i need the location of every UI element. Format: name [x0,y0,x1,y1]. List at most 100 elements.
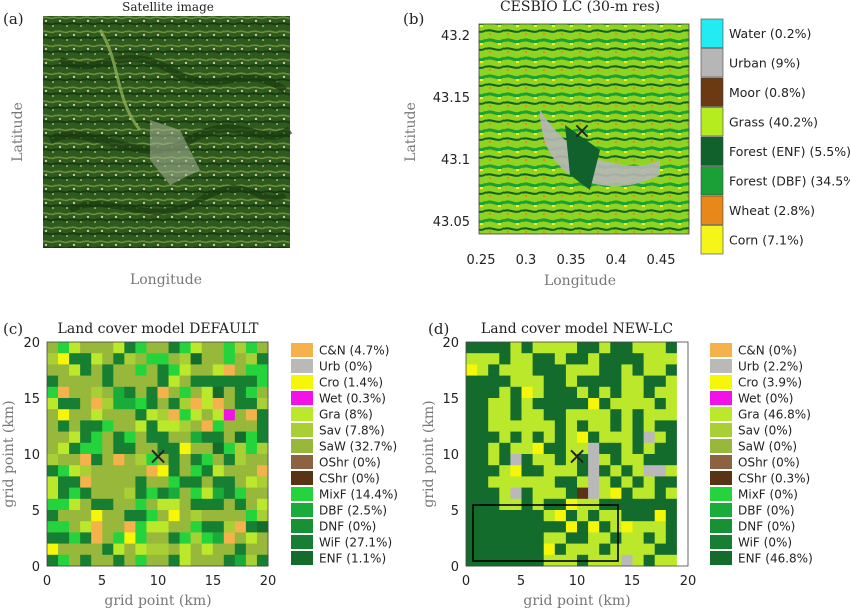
grid-cell [665,386,678,399]
panel-d-xtick: 15 [624,574,641,589]
grid-cell [47,386,59,399]
grid-cell [146,465,158,477]
grid-cell [80,476,92,489]
grid-cell [599,532,611,545]
panel-c-xtick: 5 [98,574,106,589]
grid-cell [565,398,578,410]
grid-cell [676,375,689,388]
panel-c-ylabel: grid point (km) [1,400,17,507]
legend-label: DNF (0%) [738,519,795,533]
panel-d-yticks: 20 15 10 5 0 [442,336,459,575]
grid-cell [643,543,656,556]
grid-cell [234,487,247,500]
grid-cell [643,420,656,433]
grid-cell [146,342,158,354]
grid-cell [632,554,645,567]
panel-d-ytick: 10 [442,448,459,463]
grid-cell [201,342,214,354]
grid-cell [610,543,622,556]
grid-cell [621,498,633,511]
grid-cell [212,554,225,567]
grid-cell [245,487,258,500]
grid-cell [256,442,269,455]
panel-d-frame [465,341,689,567]
grid-cell [146,386,158,399]
panel-b-ytick: 43.15 [433,91,470,106]
grid-cell [223,364,236,377]
grid-cell [124,342,136,354]
grid-cell [532,364,545,377]
grid-cell [58,465,70,477]
grid-cell [654,454,667,466]
grid-cell [610,465,622,477]
grid-cell [245,532,258,545]
grid-cell [466,342,478,354]
grid-cell [510,476,522,489]
grid-cell [654,353,667,365]
grid-cell [521,442,534,455]
legend-label: Wheat (2.8%) [729,203,815,218]
grid-cell [157,409,170,421]
grid-cell [157,342,170,354]
grid-cell [212,431,225,444]
panel-d-xtick: 5 [517,574,525,589]
grid-cell [577,431,589,444]
panel-d: (d) Land cover model NEW-LC × 0 5 10 15 … [421,320,813,609]
grid-cell [510,420,522,433]
grid-cell [69,353,81,365]
grid-cell [47,476,59,489]
grid-cell [610,487,622,500]
grid-cell [577,375,589,388]
grid-cell [190,353,203,365]
grid-cell [179,521,192,533]
legend-label: DBF (2.5%) [319,503,387,517]
grid-cell [124,510,136,522]
grid-cell [543,465,556,477]
grid-cell [80,487,92,500]
grid-cell [256,510,269,522]
grid-cell [113,476,125,489]
grid-cell [521,420,534,433]
panel-b-xtick: 0.3 [516,253,537,268]
panel-b-ytick: 43.2 [441,29,470,44]
grid-cell [543,521,556,533]
grid-cell [212,465,225,477]
grid-cell [466,521,478,533]
legend-swatch [710,519,732,533]
grid-cell [543,454,556,466]
grid-cell [676,498,689,511]
grid-cell [554,532,567,545]
grid-cell [223,487,236,500]
panel-c-xtick: 20 [260,574,277,589]
grid-cell [190,510,203,522]
grid-cell [610,532,622,545]
grid-cell [488,442,500,455]
grid-cell [190,342,203,354]
legend-label: Wet (0%) [738,391,793,405]
grid-cell [69,409,81,421]
grid-cell [201,454,214,466]
grid-cell [543,532,556,545]
grid-cell [91,476,103,489]
grid-cell [146,409,158,421]
grid-cell [643,442,656,455]
grid-cell [234,420,247,433]
grid-cell [543,442,556,455]
panel-a-ylabel: Latitude [10,102,26,162]
grid-cell [58,510,70,522]
grid-cell [499,465,511,477]
panel-d-xtick: 10 [569,574,586,589]
grid-cell [102,398,114,410]
grid-cell [212,364,225,377]
panel-c-title: Land cover model DEFAULT [58,321,260,337]
grid-cell [124,532,136,545]
grid-cell [643,521,656,533]
grid-cell [499,521,511,533]
grid-cell [256,487,269,500]
grid-cell [146,554,158,567]
grid-cell [69,510,81,522]
grid-cell [521,342,534,354]
grid-cell [621,476,633,489]
grid-cell [554,510,567,522]
grid-cell [665,409,678,421]
